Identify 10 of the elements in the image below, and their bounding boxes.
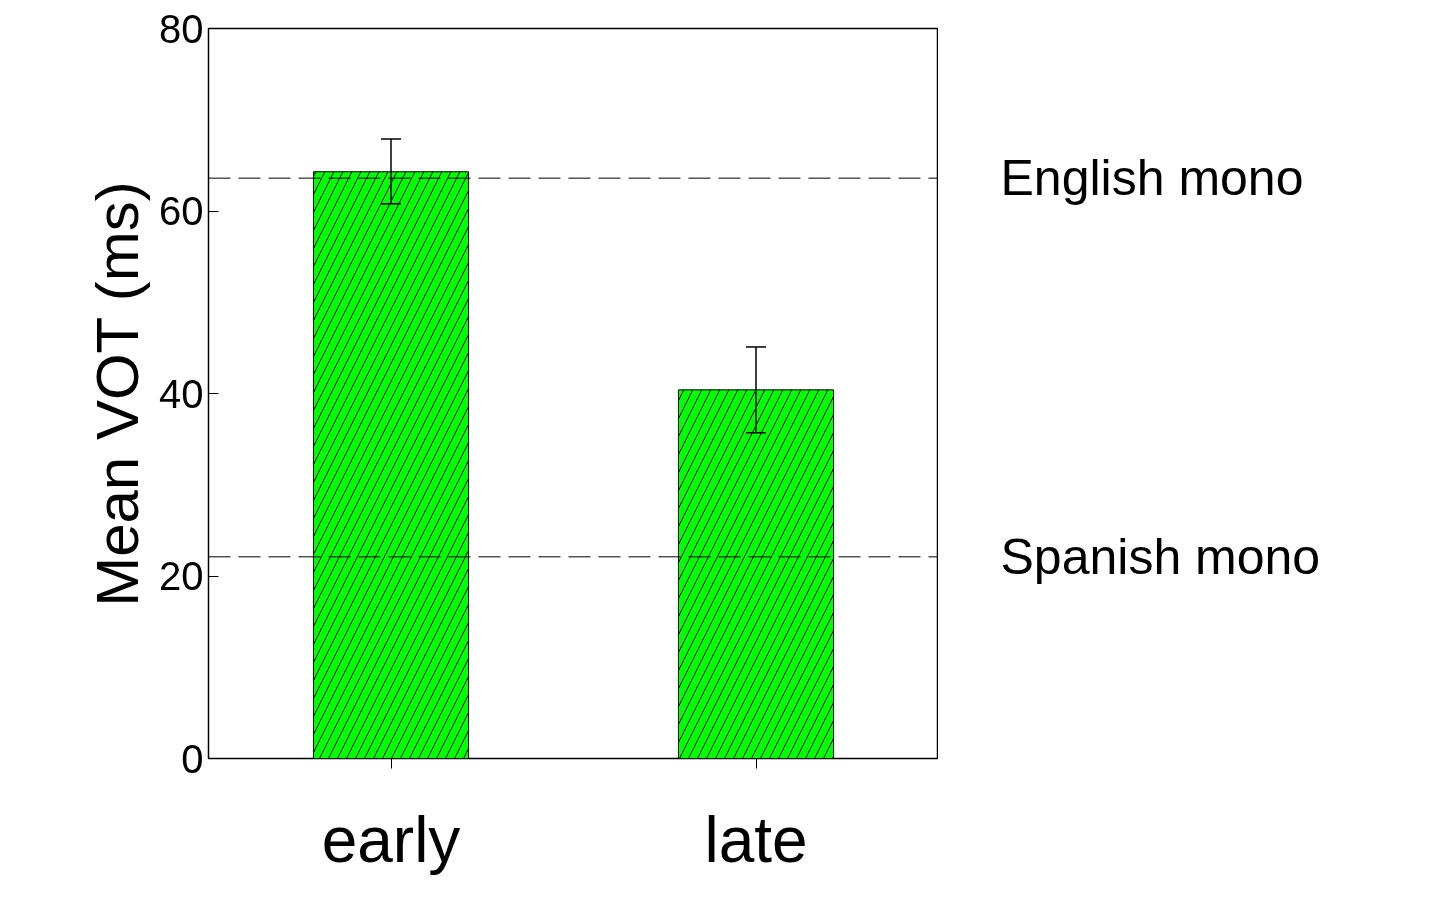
ref-line-label: English mono (1000, 150, 1304, 207)
ref-line-label: Spanish mono (1000, 528, 1321, 585)
y-tick-label: 80 (159, 6, 204, 51)
y-tick-label: 60 (159, 189, 204, 233)
y-tick-label: 20 (159, 554, 204, 598)
x-tick-label: late (704, 803, 808, 876)
x-tick-label: early (321, 803, 461, 876)
y-axis-title: Mean VOT (ms) (84, 181, 152, 607)
y-tick-label: 40 (159, 371, 204, 416)
y-tick-label: 0 (181, 736, 204, 781)
